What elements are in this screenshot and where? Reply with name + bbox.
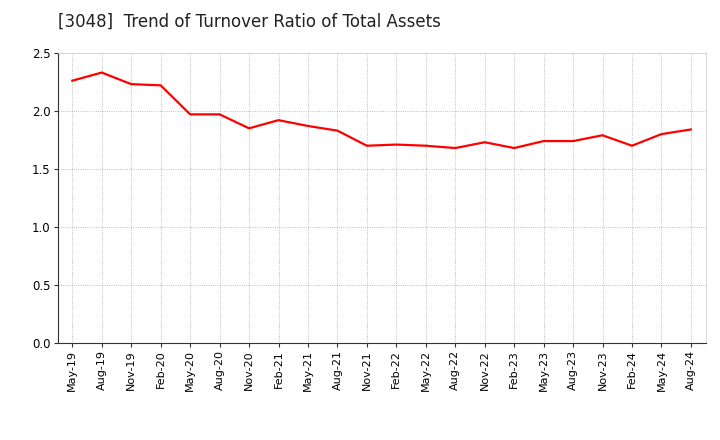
Text: [3048]  Trend of Turnover Ratio of Total Assets: [3048] Trend of Turnover Ratio of Total … [58,13,441,31]
